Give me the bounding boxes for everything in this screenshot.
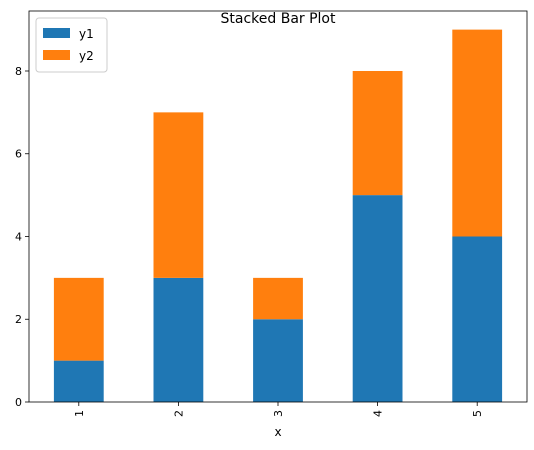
bar-y1-4 xyxy=(352,195,403,402)
legend-swatch-y2 xyxy=(43,50,70,60)
legend-swatch-y1 xyxy=(43,28,70,38)
y-axis-ticks: 0 2 4 6 8 xyxy=(15,65,29,409)
bar-y1-2 xyxy=(153,277,204,402)
legend-label-y2: y2 xyxy=(79,49,94,63)
y-tick-label: 6 xyxy=(15,148,22,161)
bars-layer xyxy=(53,29,503,402)
bar-y1-5 xyxy=(452,236,503,402)
x-tick-label: 5 xyxy=(471,410,484,417)
y-tick-label: 4 xyxy=(15,230,22,243)
legend-label-y1: y1 xyxy=(79,27,94,41)
bar-y2-5 xyxy=(452,29,503,237)
bar-y1-1 xyxy=(53,360,104,402)
bar-y1-3 xyxy=(253,319,303,402)
chart-title: Stacked Bar Plot xyxy=(221,11,336,27)
x-tick-label: 1 xyxy=(73,410,86,417)
y-tick-label: 0 xyxy=(15,396,22,409)
legend: y1 y2 xyxy=(35,17,108,73)
bar-y2-1 xyxy=(53,277,104,361)
x-tick-label: 3 xyxy=(272,410,285,417)
bar-y2-2 xyxy=(153,112,204,278)
x-tick-label: 2 xyxy=(172,410,185,417)
x-axis-label: x xyxy=(274,425,281,439)
y-tick-label: 2 xyxy=(15,313,22,326)
bar-y2-3 xyxy=(253,277,303,320)
x-tick-label: 4 xyxy=(372,410,385,417)
x-axis-ticks: 1 2 3 4 5 xyxy=(73,402,484,417)
plot-frame xyxy=(28,10,528,403)
bar-y2-4 xyxy=(352,70,403,196)
y-tick-label: 8 xyxy=(15,65,22,78)
legend-box xyxy=(35,17,108,73)
